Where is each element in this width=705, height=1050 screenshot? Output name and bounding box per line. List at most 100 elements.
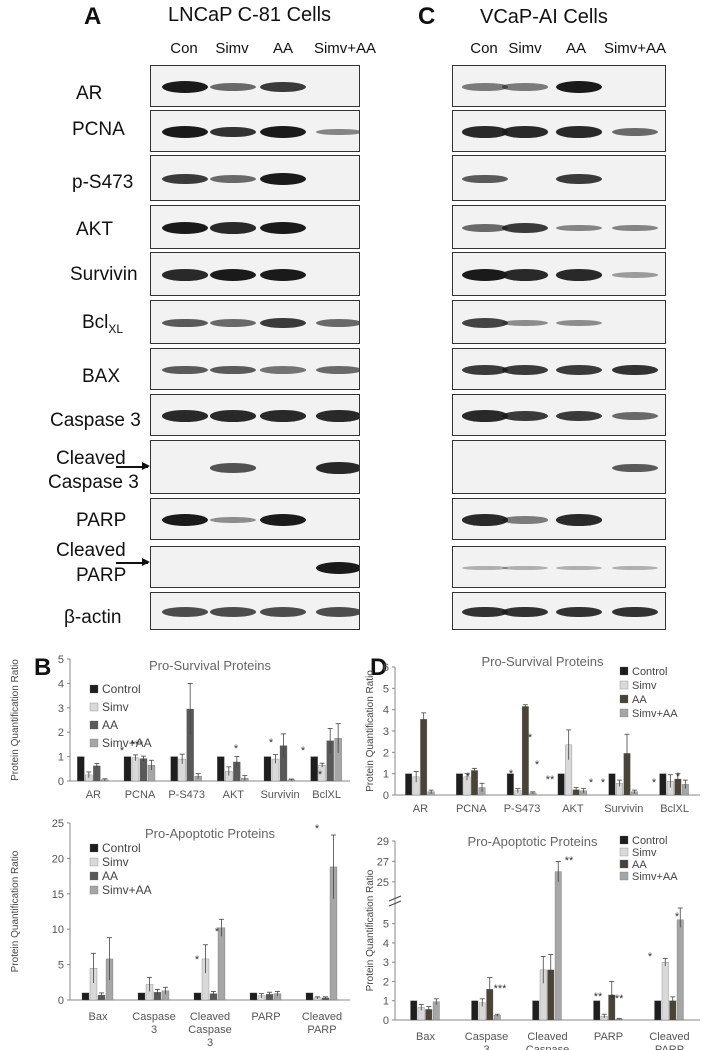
category-label: Bax bbox=[89, 1011, 108, 1023]
blot-band bbox=[612, 463, 658, 473]
blot-band bbox=[502, 364, 548, 376]
blot-strip bbox=[150, 205, 360, 249]
blot-strip bbox=[452, 394, 666, 436]
blot-strip bbox=[452, 300, 666, 344]
blot-band bbox=[260, 269, 306, 281]
blot-band bbox=[462, 224, 508, 232]
legend-label: AA bbox=[102, 869, 118, 883]
blot-strip bbox=[452, 252, 666, 296]
arrow-icon bbox=[116, 463, 150, 469]
blot-strip bbox=[150, 592, 360, 630]
category-label: Cleaved bbox=[190, 1011, 230, 1023]
bar bbox=[305, 992, 314, 1001]
bar bbox=[532, 1000, 540, 1021]
blot-band bbox=[612, 606, 658, 618]
legend-swatch bbox=[619, 835, 629, 845]
category-label: PARP bbox=[594, 1031, 623, 1043]
bar bbox=[123, 756, 132, 782]
blot-band bbox=[316, 462, 359, 474]
blot-band bbox=[556, 565, 602, 571]
row-label-caspase3: Caspase 3 bbox=[50, 410, 141, 431]
row-label-ps473: p-S473 bbox=[72, 172, 134, 193]
category-label: 3 bbox=[151, 1024, 157, 1036]
significance-marker: * bbox=[601, 777, 606, 789]
blot-band bbox=[462, 174, 508, 184]
blot-strip bbox=[452, 65, 666, 107]
blot-band bbox=[502, 126, 548, 138]
category-label: BclXL bbox=[660, 803, 689, 815]
blot-strip bbox=[452, 592, 666, 630]
legend-label: AA bbox=[632, 859, 647, 871]
blot-band bbox=[556, 173, 602, 185]
bar bbox=[249, 992, 258, 1001]
blot-band bbox=[462, 565, 508, 571]
row-label-parp: PARP bbox=[76, 510, 127, 531]
significance-marker: * bbox=[195, 954, 200, 966]
significance-marker: * bbox=[315, 823, 320, 835]
blot-band bbox=[556, 319, 602, 327]
y-axis-label: Protein Quantification Ratio bbox=[10, 659, 21, 781]
category-label: 3 bbox=[207, 1037, 213, 1049]
bar bbox=[77, 756, 85, 782]
blot-band bbox=[260, 317, 306, 329]
y-tick-label: 5 bbox=[383, 683, 389, 695]
legend-label: AA bbox=[632, 694, 647, 706]
significance-marker: * bbox=[675, 911, 680, 923]
y-tick-label: 25 bbox=[377, 877, 389, 889]
blot-band bbox=[612, 412, 658, 420]
blot-band bbox=[210, 319, 256, 327]
significance-marker: * bbox=[466, 771, 471, 783]
blot-strip bbox=[452, 205, 666, 249]
legend-swatch bbox=[619, 859, 629, 869]
legend-label: Simv+AA bbox=[102, 736, 152, 750]
arrow-icon bbox=[116, 559, 150, 565]
y-tick-label: 5 bbox=[383, 919, 389, 931]
panel-letter-c: C bbox=[418, 3, 436, 30]
blot-band bbox=[462, 606, 508, 618]
chart-d-pro-apoptotic: Pro-Apoptotic Proteins Protein Quantifica… bbox=[365, 834, 700, 1050]
row-label-bax: BAX bbox=[82, 366, 121, 387]
row-label-cleaved-caspase3: Cleaved bbox=[56, 448, 126, 469]
blot-band bbox=[210, 365, 256, 375]
bar bbox=[471, 1000, 479, 1021]
lane-label: Simv+AA bbox=[603, 40, 667, 57]
blot-band bbox=[260, 514, 306, 526]
y-tick-label: 3 bbox=[383, 726, 389, 738]
y-axis-label: Protein Quantification Ratio bbox=[365, 670, 376, 792]
bar bbox=[557, 773, 565, 796]
significance-marker: * bbox=[120, 745, 125, 757]
blot-band bbox=[260, 366, 306, 374]
blot-band bbox=[556, 364, 602, 376]
significance-marker: * bbox=[535, 759, 540, 771]
blot-band bbox=[556, 126, 602, 138]
chart-title: Pro-Survival Proteins bbox=[149, 658, 272, 673]
blot-band bbox=[502, 222, 548, 234]
blot-band bbox=[462, 83, 508, 91]
blot-band bbox=[162, 81, 208, 93]
legend-swatch bbox=[619, 680, 629, 690]
blot-band bbox=[210, 269, 256, 281]
significance-marker: * bbox=[648, 951, 653, 963]
y-tick-label: 1 bbox=[383, 769, 389, 781]
category-label: P-S473 bbox=[168, 789, 205, 801]
blot-band bbox=[556, 269, 602, 281]
axis-break-mark bbox=[388, 900, 402, 907]
blot-band bbox=[210, 83, 256, 91]
legend-label: AA bbox=[102, 718, 118, 732]
blot-strip bbox=[452, 498, 666, 540]
legend-label: Control bbox=[632, 835, 667, 847]
blot-band bbox=[462, 364, 508, 376]
lane-label: Con bbox=[470, 40, 498, 57]
y-tick-label: 5 bbox=[58, 960, 64, 972]
category-label: AKT bbox=[562, 803, 584, 815]
legend-swatch bbox=[619, 666, 629, 676]
significance-marker: * bbox=[301, 745, 306, 757]
y-axis-label: Protein Quantification Ratio bbox=[365, 869, 376, 991]
blot-band bbox=[556, 410, 602, 422]
chart-d-pro-survival: Pro-Survival Proteins Protein Quantificat… bbox=[365, 654, 700, 815]
blot-band bbox=[162, 173, 208, 185]
y-tick-label: 20 bbox=[52, 853, 64, 865]
y-tick-label: 29 bbox=[377, 836, 389, 848]
y-tick-label: 0 bbox=[58, 776, 64, 788]
category-label: Caspase bbox=[465, 1031, 508, 1043]
